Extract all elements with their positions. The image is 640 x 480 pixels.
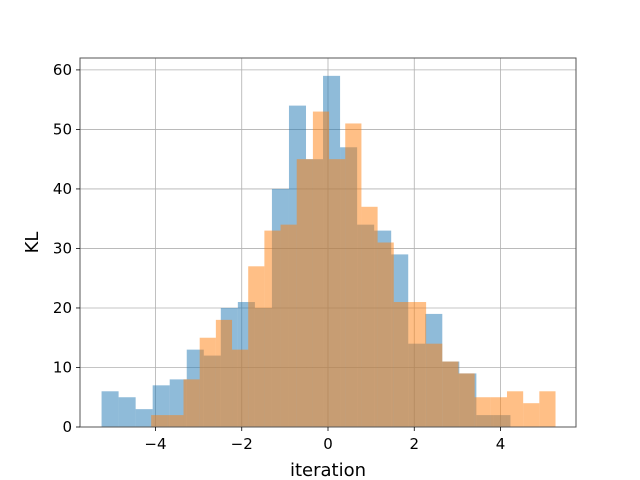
series-2-bars: [151, 111, 556, 427]
x-tick-label: 0: [323, 435, 333, 453]
y-tick-label: 0: [62, 418, 72, 436]
histogram-bar: [280, 224, 297, 427]
x-tick-label: −2: [231, 435, 253, 453]
histogram-bar: [409, 302, 427, 427]
histogram-bar: [377, 242, 394, 427]
histogram-bar: [361, 206, 378, 427]
histogram-bar: [101, 391, 119, 427]
histogram-bar: [248, 266, 265, 427]
y-tick-label: 60: [53, 61, 72, 79]
x-tick-label: 2: [409, 435, 419, 453]
y-tick-label: 40: [53, 180, 72, 198]
histogram-bar: [329, 159, 346, 427]
histogram-bar: [506, 391, 524, 427]
x-tick-label: 4: [496, 435, 506, 453]
histogram-bar: [393, 302, 410, 427]
histogram-bar: [312, 111, 330, 427]
histogram-bar: [167, 415, 184, 427]
histogram-bar: [442, 361, 459, 427]
histogram-bar: [199, 337, 216, 427]
y-tick-label: 50: [53, 120, 72, 138]
histogram-bar: [539, 391, 556, 427]
y-axis-label: KL: [22, 232, 43, 254]
histogram-bar: [458, 373, 475, 427]
histogram-bar: [264, 230, 281, 427]
y-tick-label: 20: [53, 299, 72, 317]
histogram-bar: [151, 415, 168, 427]
histogram-bar: [345, 123, 362, 427]
histogram-bar: [523, 403, 540, 427]
histogram-bar: [490, 397, 507, 427]
histogram-bar: [296, 159, 313, 427]
histogram-bar: [474, 397, 491, 427]
histogram-bars: [101, 75, 556, 428]
histogram-bar: [183, 379, 200, 427]
histogram-bar: [135, 409, 153, 427]
y-tick-label: 10: [53, 358, 72, 376]
histogram-bar: [215, 319, 233, 427]
x-tick-label: −4: [144, 435, 166, 453]
histogram-bar: [426, 343, 443, 427]
x-axis-ticks: −4 −2 0 2 4: [144, 427, 505, 453]
y-axis-ticks: 0 10 20 30 40 50 60: [53, 61, 80, 436]
x-axis-label: iteration: [290, 460, 366, 480]
histogram-bar: [232, 349, 249, 427]
y-tick-label: 30: [53, 239, 72, 257]
histogram-bar: [118, 397, 136, 427]
